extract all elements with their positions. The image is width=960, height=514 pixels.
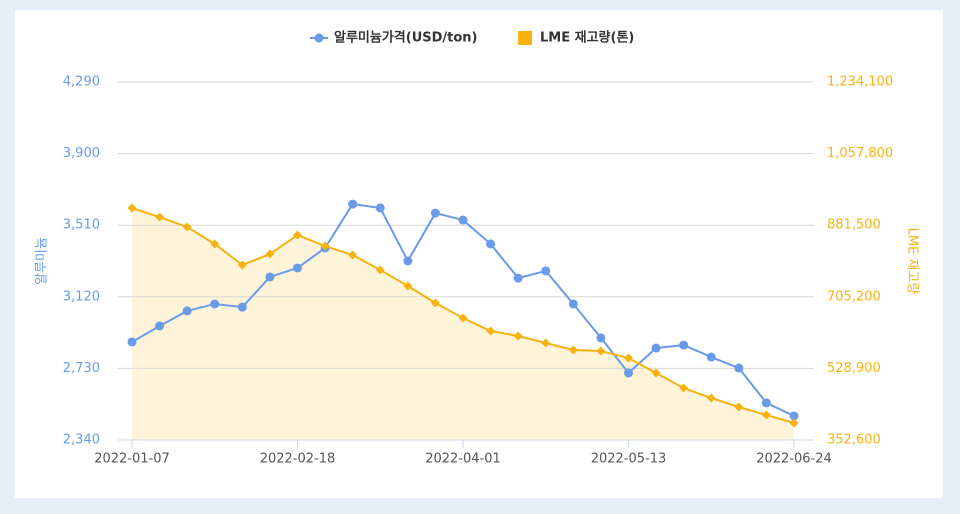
point (789, 418, 799, 428)
y2-axis-title: LME 재고량 (905, 228, 920, 295)
point (430, 208, 440, 218)
y2-tick-label: 705,200 (827, 289, 881, 304)
x-tick-label: 2022-02-18 (260, 452, 336, 467)
point (155, 212, 165, 222)
point (348, 250, 358, 260)
point (734, 402, 744, 412)
point (541, 338, 551, 348)
x-tick-label: 2022-05-13 (591, 452, 667, 467)
y2-tick-label: 1,057,800 (827, 146, 893, 161)
point (513, 273, 523, 283)
point (348, 199, 358, 209)
point (127, 337, 137, 347)
point (375, 265, 385, 275)
point (375, 203, 385, 213)
point (789, 411, 799, 421)
x-tick-label: 2022-06-24 (756, 452, 832, 467)
point (182, 306, 192, 316)
point (486, 239, 496, 249)
point (679, 383, 689, 393)
point (403, 256, 413, 266)
y2-tick-label: 1,234,100 (827, 75, 893, 90)
point (734, 363, 744, 373)
point (706, 352, 716, 362)
point (596, 333, 606, 343)
legend-symbol (518, 31, 532, 45)
y-tick-label: 3,900 (63, 146, 100, 161)
point (486, 326, 496, 336)
point (651, 343, 661, 353)
point (237, 302, 247, 312)
point (403, 281, 413, 291)
point (458, 215, 468, 225)
y-tick-label: 3,120 (63, 289, 100, 304)
point (624, 368, 633, 378)
x-tick-label: 2022-04-01 (425, 452, 501, 467)
point (320, 241, 330, 251)
point (182, 222, 192, 232)
point (651, 368, 661, 378)
point (155, 321, 165, 331)
y-tick-label: 2,730 (63, 361, 100, 376)
y-tick-label: 4,290 (63, 75, 100, 90)
point (761, 398, 771, 408)
point (265, 249, 275, 259)
point (265, 272, 275, 282)
point (679, 340, 689, 350)
y-tick-label: 2,340 (63, 433, 100, 448)
y2-tick-label: 528,900 (827, 361, 881, 376)
point (237, 260, 247, 270)
point (293, 230, 302, 240)
x-tick-label: 2022-01-07 (94, 452, 170, 467)
y-tick-label: 3,510 (63, 218, 100, 233)
legend-label[interactable]: 알루미늄가격(USD/ton) (334, 30, 478, 46)
y2-tick-label: 881,500 (827, 218, 881, 233)
point (761, 410, 771, 420)
legend-symbol (314, 33, 324, 43)
point (293, 263, 302, 273)
point (706, 393, 716, 403)
point (624, 353, 633, 363)
point (430, 298, 440, 308)
point (127, 203, 137, 213)
point (210, 299, 220, 309)
point (210, 239, 220, 249)
point (568, 345, 578, 355)
y-axis-title: 알루미늄 (35, 237, 50, 285)
point (596, 346, 606, 356)
y2-tick-label: 352,600 (827, 433, 881, 448)
legend-label[interactable]: LME 재고량(톤) (540, 31, 634, 46)
point (568, 299, 578, 309)
point (458, 313, 468, 323)
point (513, 331, 523, 341)
point (541, 266, 551, 276)
